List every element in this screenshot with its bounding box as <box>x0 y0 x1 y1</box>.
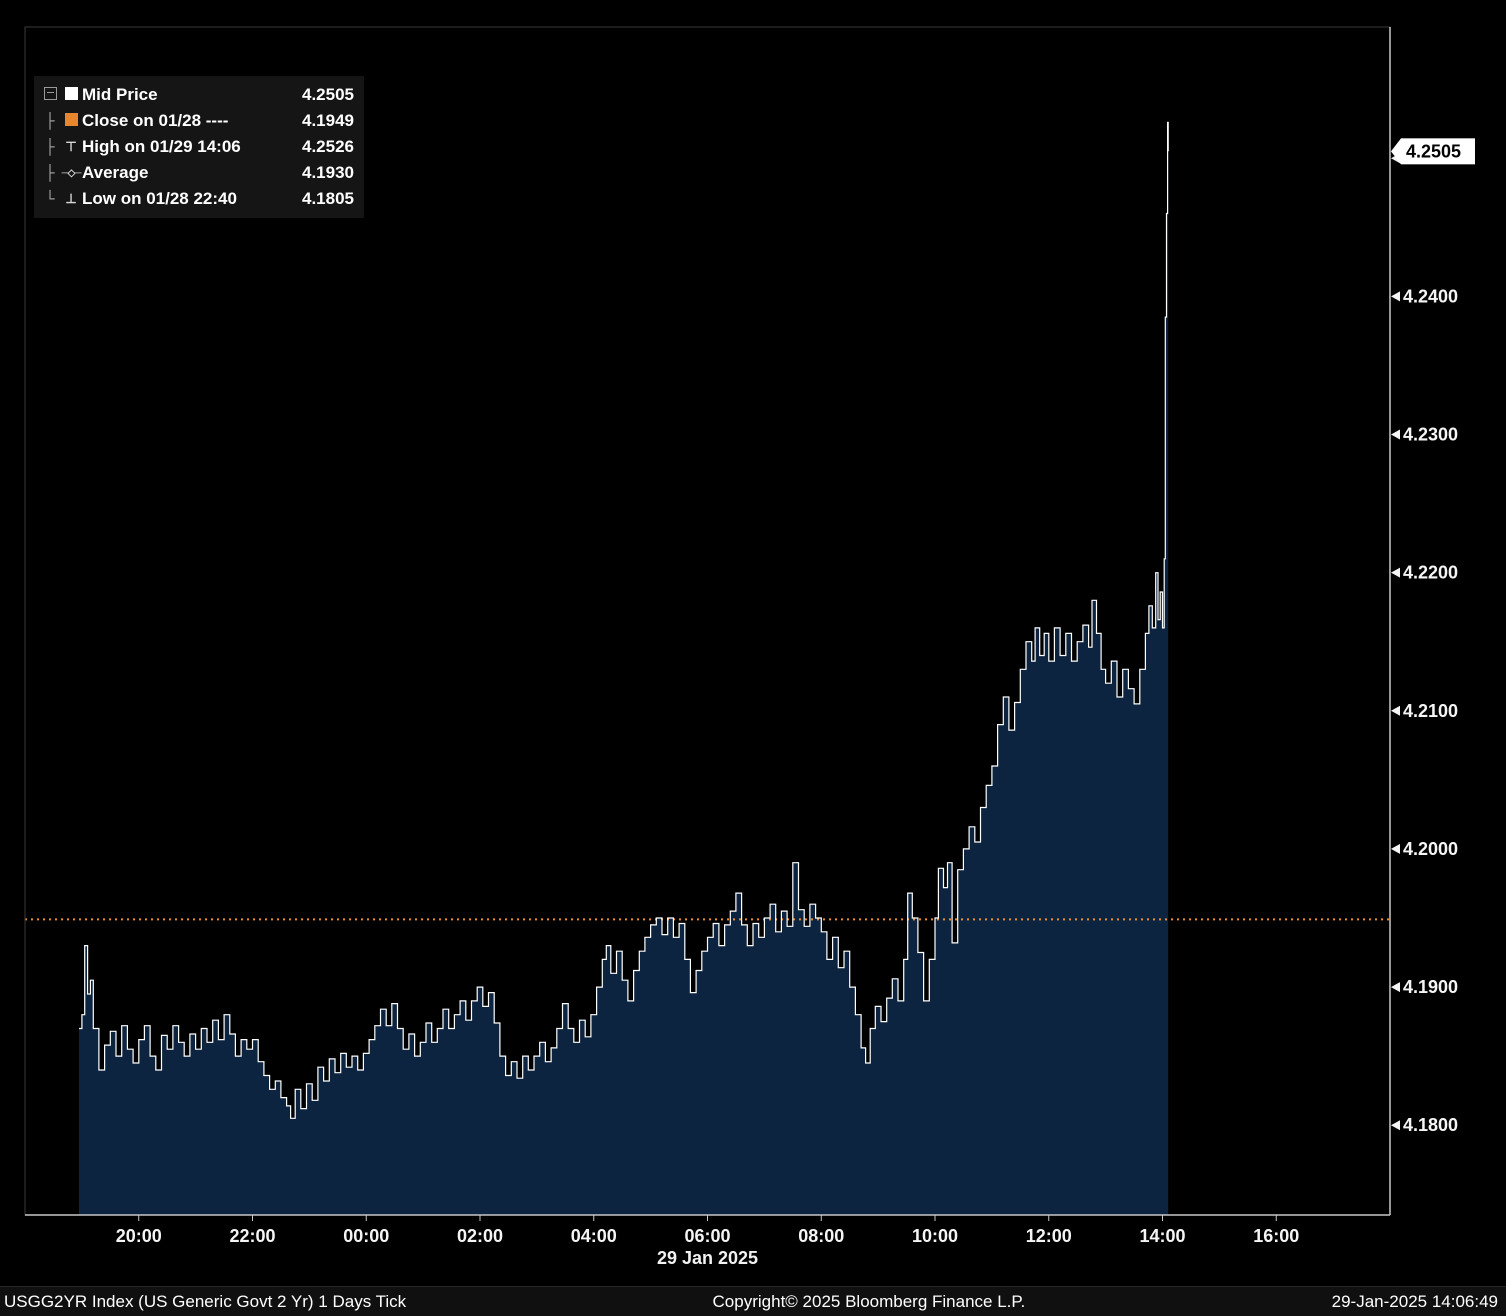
x-axis-tick-label: 08:00 <box>798 1226 844 1246</box>
last-price-box <box>1401 138 1475 165</box>
legend-expander-icon[interactable] <box>40 86 60 104</box>
y-axis-tick-label: 4.1800 <box>1403 1115 1458 1135</box>
security-description: USGG2YR Index (US Generic Govt 2 Yr) 1 D… <box>4 1291 407 1311</box>
legend-row-mid-price[interactable]: Mid Price 4.2505 <box>40 82 354 108</box>
mid-price-line <box>79 121 1169 1119</box>
y-axis-tick-label: 4.2100 <box>1403 701 1458 721</box>
y-tick-arrow-icon <box>1391 982 1400 993</box>
x-axis-tick-label: 20:00 <box>116 1226 162 1246</box>
x-axis-tick-label: 22:00 <box>229 1226 275 1246</box>
timestamp: 29-Jan-2025 14:06:49 <box>1331 1291 1498 1311</box>
legend-label: Close on 01/28 ---- <box>82 111 229 130</box>
y-tick-arrow-icon <box>1391 429 1400 440</box>
tree-branch-icon: ├ <box>45 112 55 130</box>
x-axis-tick-label: 10:00 <box>912 1226 958 1246</box>
high-tick-icon: ⊤ <box>65 139 77 154</box>
x-axis-tick-label: 02:00 <box>457 1226 503 1246</box>
last-price-label: 4.2505 <box>1406 141 1461 161</box>
legend-value: 4.2505 <box>302 85 354 104</box>
y-axis-tick-label: 4.2000 <box>1403 839 1458 859</box>
copyright-text: Copyright© 2025 Bloomberg Finance L.P. <box>712 1291 1026 1311</box>
y-tick-arrow-icon <box>1391 705 1400 716</box>
y-tick-arrow-icon <box>1391 567 1400 578</box>
last-price-arrow-icon <box>1391 138 1401 165</box>
legend-value: 4.1805 <box>302 189 354 208</box>
legend-value: 4.2526 <box>302 137 354 156</box>
tree-branch-icon: ├ <box>45 164 55 182</box>
tree-branch-icon: └ <box>45 190 55 208</box>
y-axis-tick-label: 4.2200 <box>1403 563 1458 583</box>
legend-label: Low on 01/28 22:40 <box>82 189 237 208</box>
y-axis-tick-label: 4.2400 <box>1403 286 1458 306</box>
legend-value: 4.1930 <box>302 163 354 182</box>
y-tick-arrow-icon <box>1391 1120 1400 1131</box>
x-axis-tick-label: 06:00 <box>684 1226 730 1246</box>
y-axis-tick-label: 4.2300 <box>1403 425 1458 445</box>
legend-label: High on 01/29 14:06 <box>82 137 241 156</box>
x-axis-tick-label: 16:00 <box>1253 1226 1299 1246</box>
y-axis-tick-label: 4.1900 <box>1403 977 1458 997</box>
x-axis-tick-label: 14:00 <box>1139 1226 1185 1246</box>
legend-value: 4.1949 <box>302 111 354 130</box>
x-axis-tick-label: 04:00 <box>571 1226 617 1246</box>
legend-row-average[interactable]: ├ ─◇─ Average 4.1930 <box>40 160 354 186</box>
tree-branch-icon: ├ <box>45 138 55 156</box>
x-axis-date-label: 29 Jan 2025 <box>656 1248 759 1268</box>
status-bar: USGG2YR Index (US Generic Govt 2 Yr) 1 D… <box>0 1286 1506 1316</box>
area-fill <box>79 122 1169 1215</box>
y-tick-arrow-icon <box>1391 843 1400 854</box>
average-marker-icon: ─◇─ <box>61 167 82 179</box>
chart-legend: Mid Price 4.2505 ├ Close on 01/28 ---- 4… <box>34 76 364 218</box>
x-axis-tick-label: 00:00 <box>343 1226 389 1246</box>
y-tick-arrow-icon <box>1391 291 1400 302</box>
legend-row-high[interactable]: ├ ⊤ High on 01/29 14:06 4.2526 <box>40 134 354 160</box>
legend-label: Average <box>82 163 149 182</box>
close-swatch-icon <box>60 113 82 129</box>
low-tick-icon: ⊥ <box>65 191 77 206</box>
legend-row-close[interactable]: ├ Close on 01/28 ---- 4.1949 <box>40 108 354 134</box>
mid-price-swatch-icon <box>60 87 82 103</box>
legend-label: Mid Price <box>82 85 158 104</box>
x-axis-tick-label: 12:00 <box>1026 1226 1072 1246</box>
legend-row-low[interactable]: └ ⊥ Low on 01/28 22:40 4.1805 <box>40 186 354 212</box>
